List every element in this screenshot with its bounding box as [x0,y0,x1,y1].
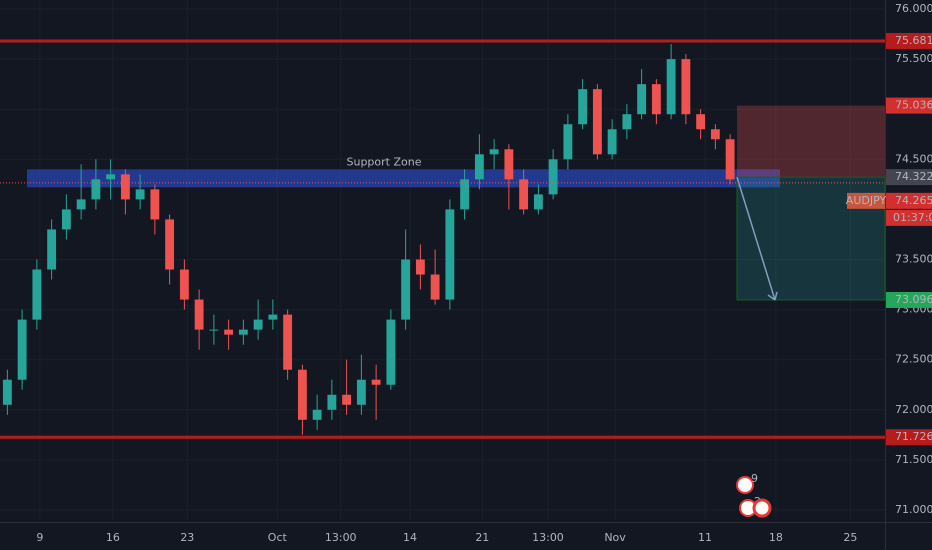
price-label-box [886,169,932,186]
x-tick-label: 18 [769,531,783,544]
price-label: 73.096 [895,293,932,306]
candle-body [150,189,160,220]
candle-body [681,59,691,115]
countdown: 01:37:03 [893,211,932,224]
candle-body [415,259,425,275]
y-tick-label: 71.000 [895,503,932,516]
candle-body [356,379,366,405]
x-tick-label: 25 [843,531,857,544]
price-label-box [886,192,932,209]
y-tick-label: 73.500 [895,252,932,265]
x-tick-label: 13:00 [532,531,564,544]
candle-body [548,159,558,195]
price-label: 74.322 [895,170,932,183]
candle-body [194,299,204,330]
candle-body [327,394,337,410]
candle-body [696,114,706,130]
candle-body [710,129,720,140]
candle-body [238,329,248,335]
candle-body [268,314,278,320]
x-tick-label: 9 [36,531,43,544]
projection-arrow [736,176,776,301]
stop-zone [737,105,885,178]
x-tick-label: 11 [698,531,712,544]
x-tick-label: Nov [604,531,626,544]
price-label: 74.265 [895,194,932,207]
candle-body [32,269,42,320]
price-label: 75.681 [895,34,932,47]
candle-body [76,199,86,210]
price-label-box [886,291,932,308]
candle-body [519,179,529,210]
candle-body [283,314,293,370]
candle-body [165,219,175,270]
candle-body [91,179,101,200]
candle-body [106,174,116,180]
candle-body [401,259,411,320]
candle-body [297,369,307,420]
y-tick-label: 72.500 [895,353,932,366]
candle-body [224,329,234,335]
price-label-box [886,97,932,114]
y-tick-label: 76.000 [895,2,932,15]
event-marker [736,476,754,494]
candle-body [430,274,440,300]
candle-body [578,89,588,125]
arrow-head [767,291,778,301]
y-tick-label: 72.000 [895,403,932,416]
event-marker [752,498,772,518]
x-tick-label: 13:00 [325,531,357,544]
candle-body [2,379,12,405]
x-tick-label: 14 [403,531,417,544]
candle-body [17,319,27,380]
y-tick-label: 75.500 [895,52,932,65]
candle-body [371,379,381,385]
candle-body [342,394,352,405]
candle-body [386,319,396,385]
x-tick-label: 23 [180,531,194,544]
candle-body [666,59,676,115]
candle-body [563,124,573,160]
countdown-box [886,209,932,226]
candle-body [120,174,130,200]
candle-body [209,329,219,331]
candle-body [651,84,661,115]
x-tick-label: Oct [268,531,288,544]
price-label-box [886,429,932,446]
y-tick-label: 74.500 [895,152,932,165]
price-label: 75.036 [895,99,932,112]
candle-body [533,194,543,210]
candle-body [179,269,189,300]
candle-body [445,209,455,300]
candle-body [489,149,499,155]
price-label-box [886,32,932,49]
candle-body [460,179,470,210]
candle-body [47,229,57,270]
candle-body [312,409,322,420]
candle-body [474,154,484,180]
event-count: 9 [751,472,758,485]
support-zone-label: Support Zone [347,155,422,168]
candle-body [61,209,71,230]
price-label: 71.726 [895,430,932,443]
x-tick-label: 21 [475,531,489,544]
candle-body [592,89,602,155]
x-tick-label: 16 [106,531,120,544]
symbol-label: AUDJPY [846,194,887,207]
candle-body [622,114,632,130]
candle-body [725,139,735,180]
candle-body [253,319,263,330]
candle-body [607,129,617,155]
symbol-box [847,192,885,209]
candle-body [135,189,145,200]
y-tick-label: 71.500 [895,453,932,466]
candle-body [637,84,647,115]
candle-body [504,149,514,180]
